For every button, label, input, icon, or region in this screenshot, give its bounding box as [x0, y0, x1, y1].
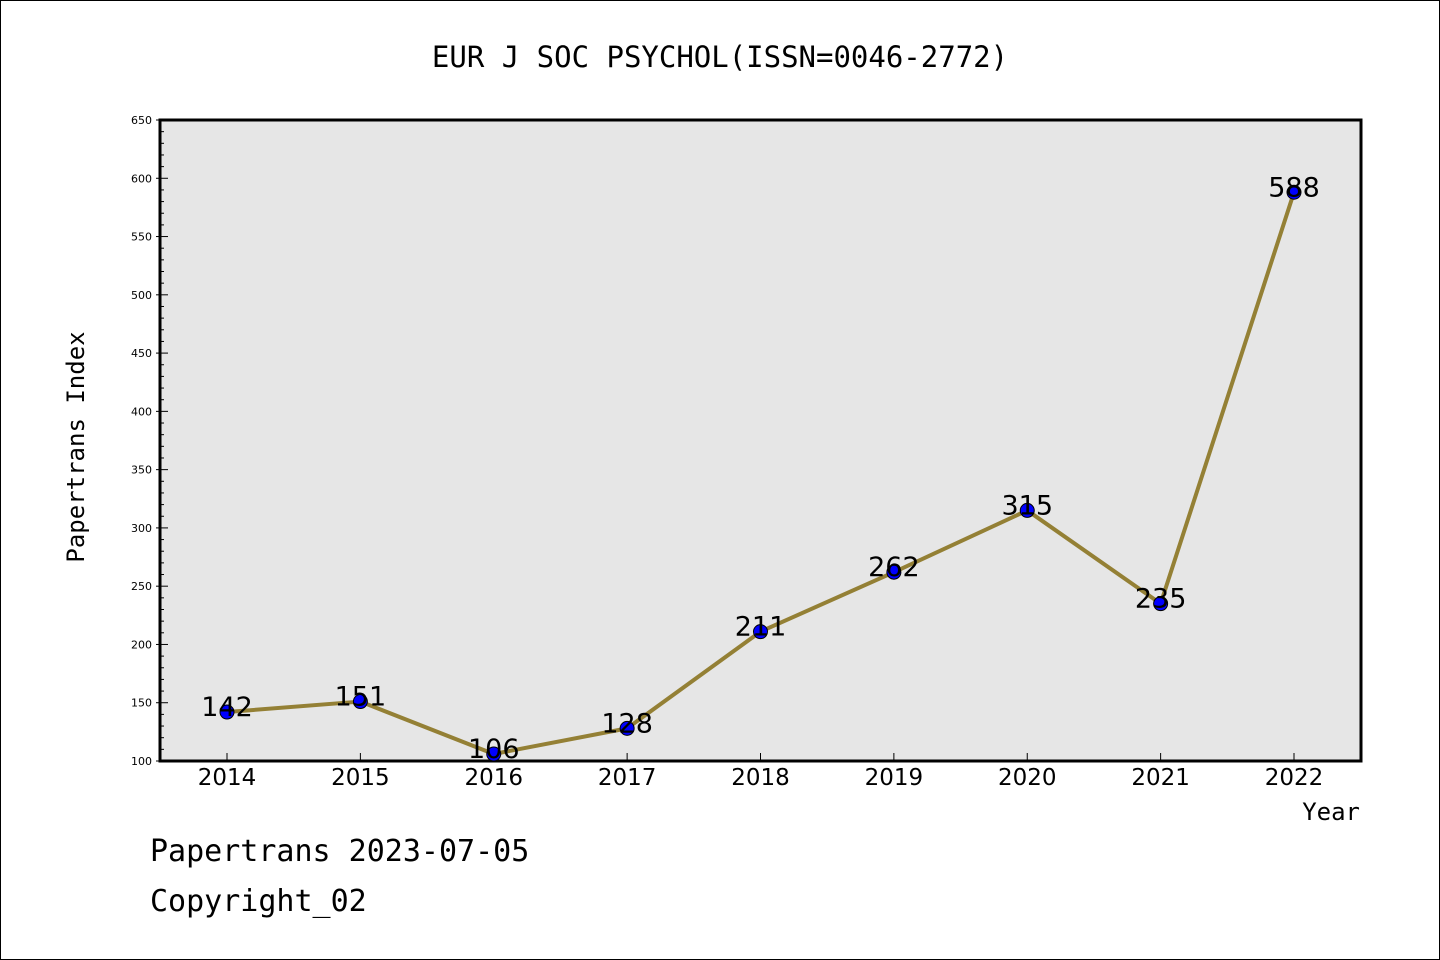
x-axis: 2014 2015 2016 2017 2018 2019 2020 2021 2022	[198, 753, 1324, 791]
y-tick-label: 500	[131, 289, 152, 302]
data-point	[1153, 596, 1169, 612]
x-tick-label: 2019	[865, 765, 924, 791]
data-label: 142	[201, 692, 253, 723]
x-tick-label: 2017	[598, 765, 657, 791]
data-point	[619, 720, 635, 736]
y-tick-label: 650	[131, 114, 152, 127]
y-tick-label: 300	[131, 522, 152, 535]
y-tick-label: 450	[131, 347, 152, 360]
data-point	[886, 564, 902, 580]
plot-area	[158, 118, 1363, 763]
data-label: 128	[601, 708, 653, 739]
data-label: 151	[335, 682, 387, 713]
data-point	[1019, 502, 1035, 518]
x-tick-label: 2021	[1131, 765, 1190, 791]
data-point	[219, 704, 235, 720]
data-point	[486, 746, 502, 762]
x-tick-label: 2018	[731, 765, 790, 791]
x-tick-label: 2015	[331, 765, 390, 791]
data-point	[753, 624, 768, 640]
footer-copyright: Copyright_02	[150, 884, 367, 919]
data-label: 588	[1268, 172, 1320, 203]
y-tick-label: 250	[131, 580, 152, 593]
y-tick-label: 550	[131, 231, 152, 244]
y-axis-label: Papertrans Index	[62, 331, 90, 562]
footer-date: Papertrans 2023-07-05	[150, 834, 530, 869]
data-label: 315	[1001, 490, 1053, 521]
data-point	[352, 694, 368, 710]
x-tick-label: 2022	[1265, 765, 1324, 791]
y-axis: 100 150 200 250 300 350 400 450 500 550 600 650	[131, 114, 168, 768]
y-tick-label: 200	[131, 638, 152, 651]
y-tick-label: 600	[131, 172, 152, 185]
y-tick-label: 100	[131, 755, 152, 768]
chart-title: EUR J SOC PSYCHOL(ISSN=0046-2772)	[432, 40, 1008, 74]
series: 142 151 106 128 211 262 315 235 588	[201, 172, 1320, 765]
y-tick-label: 150	[131, 697, 152, 710]
x-tick-label: 2016	[464, 765, 523, 791]
data-label: 235	[1135, 584, 1187, 615]
data-point	[1286, 184, 1302, 200]
y-tick-label: 400	[131, 405, 152, 418]
x-axis-label: Year	[1302, 798, 1360, 826]
data-label: 106	[468, 734, 520, 765]
x-tick-label: 2014	[198, 765, 257, 791]
y-tick-label: 350	[131, 464, 152, 477]
data-label: 211	[735, 612, 787, 643]
x-tick-label: 2020	[998, 765, 1057, 791]
data-label: 262	[868, 552, 920, 583]
